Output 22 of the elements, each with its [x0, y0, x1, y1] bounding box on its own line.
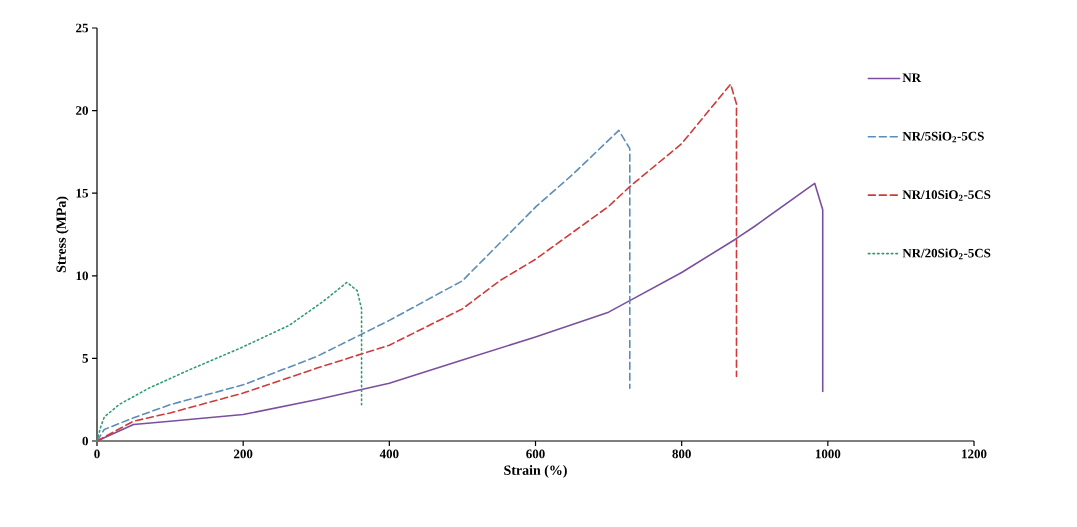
- legend-label: NR: [902, 73, 922, 82]
- line-series: [96, 281, 363, 442]
- legend-label: NR/10SiO$_{2}$-5CS: [902, 189, 991, 201]
- x-tick-label: 600: [526, 449, 545, 459]
- y-tick-label: 5: [82, 354, 88, 363]
- line-series: [96, 129, 631, 442]
- y-tick-label: 25: [76, 23, 88, 33]
- x-tick-label: 1200: [962, 449, 987, 459]
- line-series: [96, 83, 738, 442]
- y-tick-label: 20: [76, 106, 88, 115]
- legend-label: NR/20SiO$_{2}$-5CS: [902, 248, 991, 260]
- y-tick-label: 15: [76, 188, 88, 198]
- x-tick-label: 1000: [815, 449, 841, 459]
- y-axis-title: Stress (MPa): [56, 196, 69, 273]
- legend-label: NR/5SiO$_{2}$-5CS: [902, 131, 984, 143]
- x-tick-label: 400: [379, 449, 399, 459]
- x-tick-label: 200: [234, 449, 253, 459]
- x-axis-title: Strain (%): [504, 465, 567, 478]
- y-tick-label: 0: [82, 436, 88, 446]
- x-tick-label: 800: [672, 449, 691, 459]
- y-tick-label: 10: [76, 271, 88, 281]
- x-tick-label: 0: [94, 449, 100, 459]
